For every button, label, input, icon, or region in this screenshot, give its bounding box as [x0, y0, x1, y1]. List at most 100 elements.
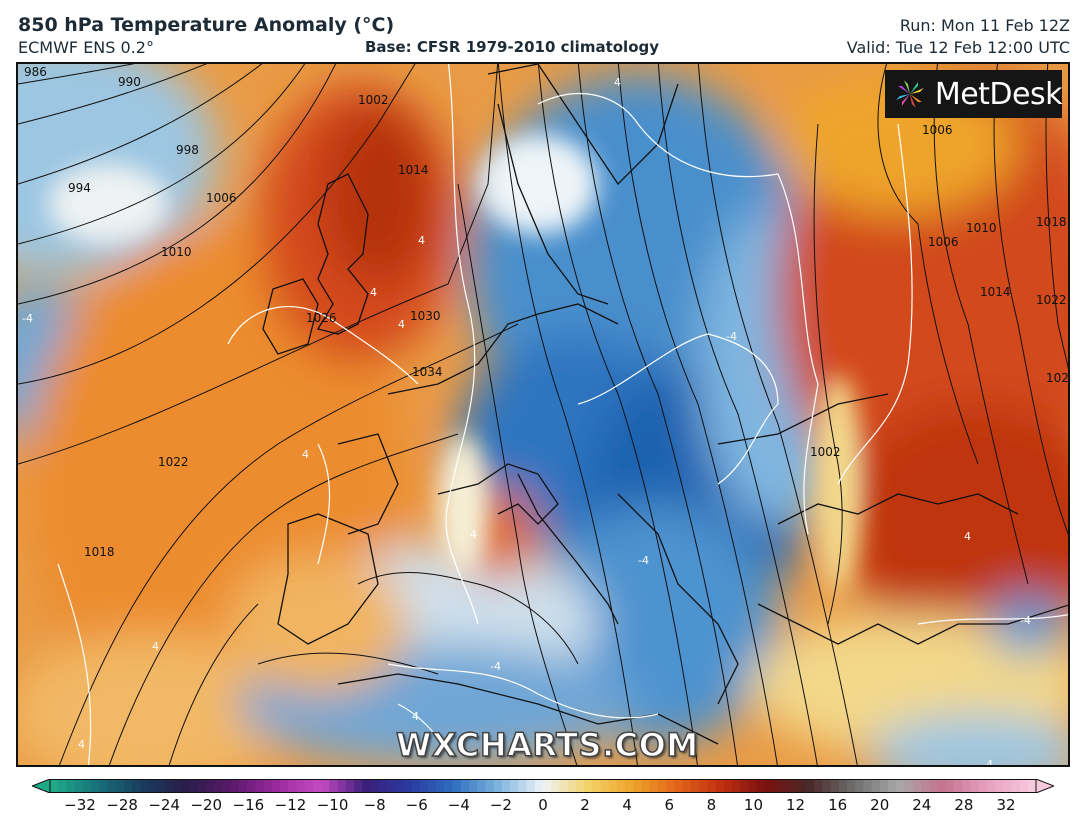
- colorbar-cell: [600, 779, 610, 793]
- anomaly-label: -4: [490, 660, 501, 673]
- colorbar-cell: [625, 779, 634, 793]
- colorbar-cell: [920, 779, 930, 793]
- colorbar-cell: [855, 779, 865, 793]
- colorbar-cell: [814, 779, 823, 793]
- colorbar-cell: [312, 779, 322, 793]
- colorbar-cell: [419, 779, 429, 793]
- colorbar-cell: [66, 779, 76, 793]
- colorbar-cell: [165, 779, 174, 793]
- colorbar-cell: [822, 779, 832, 793]
- colorbar-cell: [559, 779, 569, 793]
- colorbar-cell: [123, 779, 133, 793]
- colorbar-cell: [879, 779, 889, 793]
- colorbar-cell: [715, 779, 725, 793]
- colorbar-cell: [156, 779, 166, 793]
- colorbar-cell: [91, 779, 100, 793]
- colorbar-cell: [773, 779, 782, 793]
- colorbar-cell: [526, 779, 536, 793]
- colorbar-cell: [649, 779, 659, 793]
- anomaly-contours: [57, 64, 1068, 765]
- colorbar-cell: [1011, 779, 1021, 793]
- colorbar-cell: [592, 779, 602, 793]
- run-time: Run: Mon 11 Feb 12Z: [899, 16, 1070, 35]
- colorbar-cell: [288, 779, 298, 793]
- anomaly-label: 4: [470, 528, 477, 541]
- colorbar-cell: [699, 779, 708, 793]
- colorbar-cell: [518, 779, 528, 793]
- colorbar-cell: [271, 779, 281, 793]
- colorbar-tick-label: 10: [743, 796, 763, 814]
- isobar-label: 1022: [1036, 293, 1067, 307]
- colorbar-cell: [740, 779, 750, 793]
- anomaly-label: 4: [370, 286, 377, 299]
- colorbar-cell: [82, 779, 92, 793]
- isobar-label: 1006: [206, 191, 237, 205]
- anomaly-label: 4: [302, 448, 309, 461]
- colorbar-cell: [197, 779, 207, 793]
- metdesk-logo: MetDesk: [885, 70, 1063, 118]
- anomaly-label: -4: [22, 312, 33, 325]
- colorbar-cell: [896, 779, 906, 793]
- isobar-label: 1014: [980, 285, 1011, 299]
- colorbar-tick-label: −28: [106, 796, 138, 814]
- colorbar-cell: [584, 779, 593, 793]
- colorbar-tick-label: 12: [785, 796, 806, 814]
- colorbar-tick-label: −6: [405, 796, 428, 814]
- isobar-label: 1030: [410, 309, 441, 323]
- anomaly-label: 4: [964, 530, 971, 543]
- chart-title: 850 hPa Temperature Anomaly (°C): [18, 14, 395, 36]
- climatology-base: Base: CFSR 1979-2010 climatology: [365, 38, 660, 56]
- colorbar-cell: [1003, 779, 1012, 793]
- colorbar-cell: [863, 779, 873, 793]
- isobar-label: 1006: [922, 123, 953, 137]
- isobar-label: 1034: [412, 365, 443, 379]
- colorbar-cell: [970, 779, 980, 793]
- anomaly-label: -4: [1020, 614, 1031, 627]
- colorbar-cell: [978, 779, 988, 793]
- colorbar-min-arrow: [32, 779, 51, 793]
- colorbar: [32, 779, 1054, 793]
- colorbar-cell: [888, 779, 897, 793]
- colorbar-cell: [674, 779, 684, 793]
- colorbar-cell: [748, 779, 758, 793]
- colorbar-cell: [912, 779, 922, 793]
- colorbar-cell: [493, 779, 503, 793]
- colorbar-cell: [871, 779, 881, 793]
- colorbar-tick-label: −16: [232, 796, 265, 814]
- colorbar-cell: [756, 779, 766, 793]
- colorbar-cell: [370, 779, 380, 793]
- colorbar-cell: [1027, 779, 1037, 793]
- colorbar-cell: [690, 779, 700, 793]
- anomaly-label: 4: [614, 76, 621, 89]
- colorbar-tick-label: 16: [828, 796, 848, 814]
- anomaly-label: 4: [152, 640, 159, 653]
- colorbar-tick-label: −2: [489, 796, 512, 814]
- colorbar-tick-label: 4: [622, 796, 632, 814]
- colorbar-cell: [436, 779, 445, 793]
- colorbar-cell: [189, 779, 199, 793]
- colorbar-cell: [510, 779, 519, 793]
- colorbar-ticks: −32 −28 −24 −20 −16 −12 −10 −8 −6 −4 −2 0 2 4 6 8 10 12 16…: [0, 796, 1088, 818]
- colorbar-tick-label: 32: [996, 796, 1016, 814]
- colorbar-cell: [403, 779, 413, 793]
- colorbar-cell: [395, 779, 404, 793]
- colorbar-tick-label: −12: [274, 796, 307, 814]
- colorbar-cell: [427, 779, 437, 793]
- colorbar-cell: [485, 779, 495, 793]
- colorbar-cell: [378, 779, 388, 793]
- isobar-label: 994: [68, 181, 91, 195]
- colorbar-max-arrow: [1035, 779, 1054, 793]
- colorbar-cell: [411, 779, 421, 793]
- anomaly-label: 4: [412, 710, 419, 723]
- isobar-label: 1014: [398, 163, 429, 177]
- colorbar-cell: [50, 779, 59, 793]
- colorbar-cell: [551, 779, 561, 793]
- colorbar-cell: [904, 779, 914, 793]
- colorbar-cell: [444, 779, 454, 793]
- colorbar-cell: [929, 779, 938, 793]
- colorbar-cell: [633, 779, 643, 793]
- isobar-label: 990: [118, 75, 141, 89]
- colorbar-cell: [608, 779, 618, 793]
- valid-time: Valid: Tue 12 Feb 12:00 UTC: [846, 38, 1070, 57]
- colorbar-cell: [206, 779, 215, 793]
